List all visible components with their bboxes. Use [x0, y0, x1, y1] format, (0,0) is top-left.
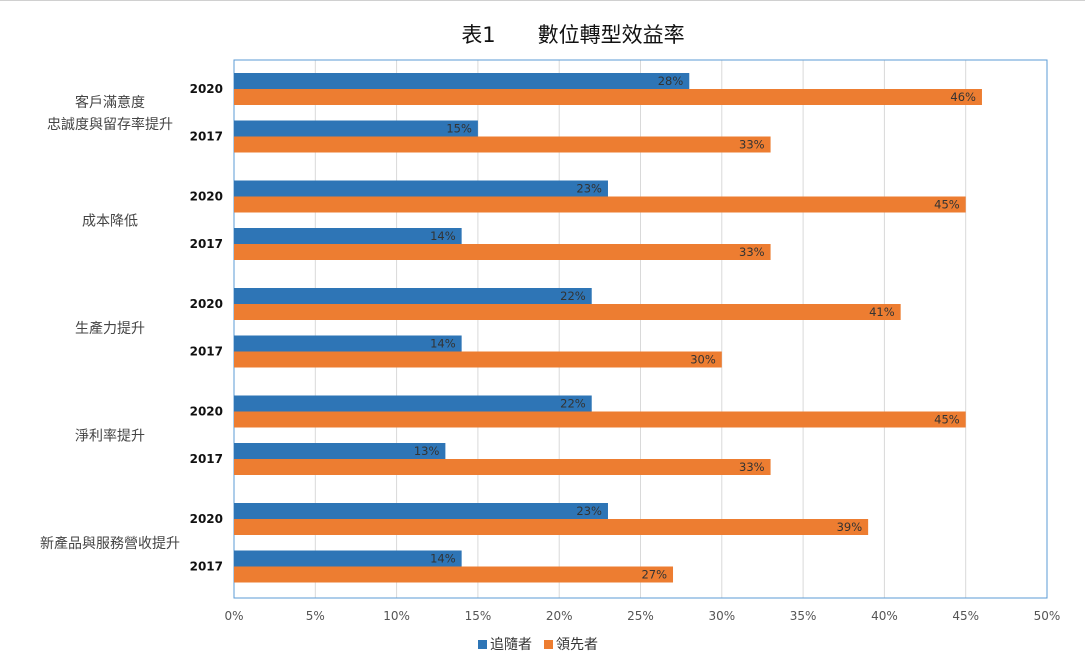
bar-follower: [234, 395, 592, 412]
data-label: 14%: [430, 552, 456, 566]
data-label: 14%: [430, 337, 456, 351]
bar-leader: [234, 351, 722, 368]
year-label: 2020: [190, 82, 223, 96]
data-label: 23%: [576, 504, 602, 518]
x-tick-label: 40%: [871, 609, 898, 623]
x-tick-label: 30%: [708, 609, 735, 623]
data-label: 22%: [560, 397, 586, 411]
legend: 追隨者 領先者: [478, 636, 598, 653]
bar-leader: [234, 519, 869, 535]
legend-label: 追隨者: [490, 637, 532, 653]
data-label: 23%: [576, 182, 602, 196]
bar-follower: [234, 443, 446, 459]
data-label: 45%: [934, 413, 960, 427]
data-label: 33%: [739, 245, 765, 259]
data-label: 14%: [430, 229, 456, 243]
x-tick-label: 50%: [1034, 609, 1061, 623]
bar-leader: [234, 566, 674, 583]
x-tick-label: 35%: [790, 609, 817, 623]
year-label: 2020: [190, 405, 223, 419]
data-label: 39%: [837, 520, 863, 534]
legend-label: 領先者: [556, 636, 598, 653]
data-label: 45%: [934, 198, 960, 212]
data-label: 41%: [869, 305, 895, 319]
year-label: 2017: [190, 560, 223, 574]
year-label: 2017: [190, 345, 223, 359]
plot-area-border: [233, 59, 1048, 599]
bar-leader: [234, 244, 771, 260]
chart-title: 表1 數位轉型效益率: [461, 23, 684, 47]
bar-follower: [234, 288, 592, 304]
bar-follower: [234, 503, 608, 519]
x-axis-ticks: 0% 5% 10% 15% 20% 25% 30% 35% 40% 45% 50%: [224, 609, 1060, 623]
category-label: 淨利率提升: [75, 427, 145, 444]
data-label: 27%: [641, 568, 667, 582]
data-label: 28%: [658, 74, 684, 88]
legend-swatch: [544, 640, 553, 649]
data-label: 33%: [739, 460, 765, 474]
category-label: 生產力提升: [75, 320, 145, 337]
year-label: 2020: [190, 190, 223, 204]
category-label: 客戶滿意度: [75, 94, 145, 111]
year-label: 2017: [190, 237, 223, 251]
category-label: 成本降低: [82, 213, 138, 229]
data-label: 33%: [739, 138, 765, 152]
year-label: 2017: [190, 130, 223, 144]
bar-leader: [234, 304, 901, 320]
x-tick-label: 25%: [627, 609, 654, 623]
x-tick-label: 15%: [465, 609, 492, 623]
category-label: 新產品與服務營收提升: [40, 535, 180, 552]
bar-leader: [234, 136, 771, 153]
x-tick-label: 10%: [383, 609, 410, 623]
bar-follower: [234, 550, 462, 567]
bar-leader: [234, 459, 771, 475]
data-label: 15%: [446, 122, 472, 136]
year-label: 2017: [190, 452, 223, 466]
bar-leader: [234, 411, 966, 428]
bar-leader: [234, 89, 982, 105]
data-label: 13%: [414, 444, 440, 458]
bar-follower: [234, 120, 478, 137]
data-label: 46%: [950, 90, 976, 104]
x-tick-label: 20%: [546, 609, 573, 623]
x-tick-label: 45%: [952, 609, 979, 623]
x-tick-label: 0%: [224, 609, 243, 623]
bar-follower: [234, 73, 690, 89]
year-label: 2020: [190, 512, 223, 526]
data-label: 30%: [690, 353, 716, 367]
top-border-line: [0, 0, 1085, 1]
x-tick-label: 5%: [306, 609, 325, 623]
bar-follower: [234, 180, 608, 197]
category-label: 忠誠度與留存率提升: [47, 116, 173, 133]
year-label: 2020: [190, 297, 223, 311]
bar-follower: [234, 228, 462, 244]
data-label: 22%: [560, 289, 586, 303]
bars: [234, 73, 982, 583]
bar-leader: [234, 196, 966, 213]
bar-follower: [234, 335, 462, 352]
legend-swatch: [478, 640, 487, 649]
